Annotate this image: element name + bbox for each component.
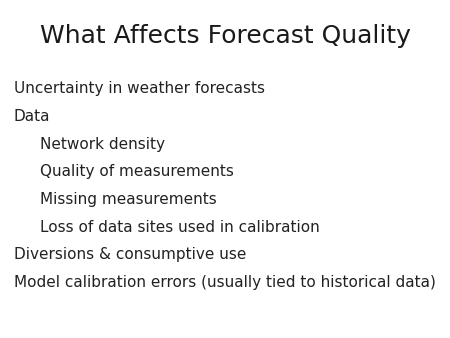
Text: Data: Data (14, 109, 50, 124)
Text: Loss of data sites used in calibration: Loss of data sites used in calibration (40, 220, 320, 235)
Text: Uncertainty in weather forecasts: Uncertainty in weather forecasts (14, 81, 265, 96)
Text: Model calibration errors (usually tied to historical data): Model calibration errors (usually tied t… (14, 275, 436, 290)
Text: What Affects Forecast Quality: What Affects Forecast Quality (40, 24, 410, 48)
Text: Network density: Network density (40, 137, 166, 151)
Text: Missing measurements: Missing measurements (40, 192, 217, 207)
Text: Quality of measurements: Quality of measurements (40, 164, 234, 179)
Text: Diversions & consumptive use: Diversions & consumptive use (14, 247, 246, 262)
